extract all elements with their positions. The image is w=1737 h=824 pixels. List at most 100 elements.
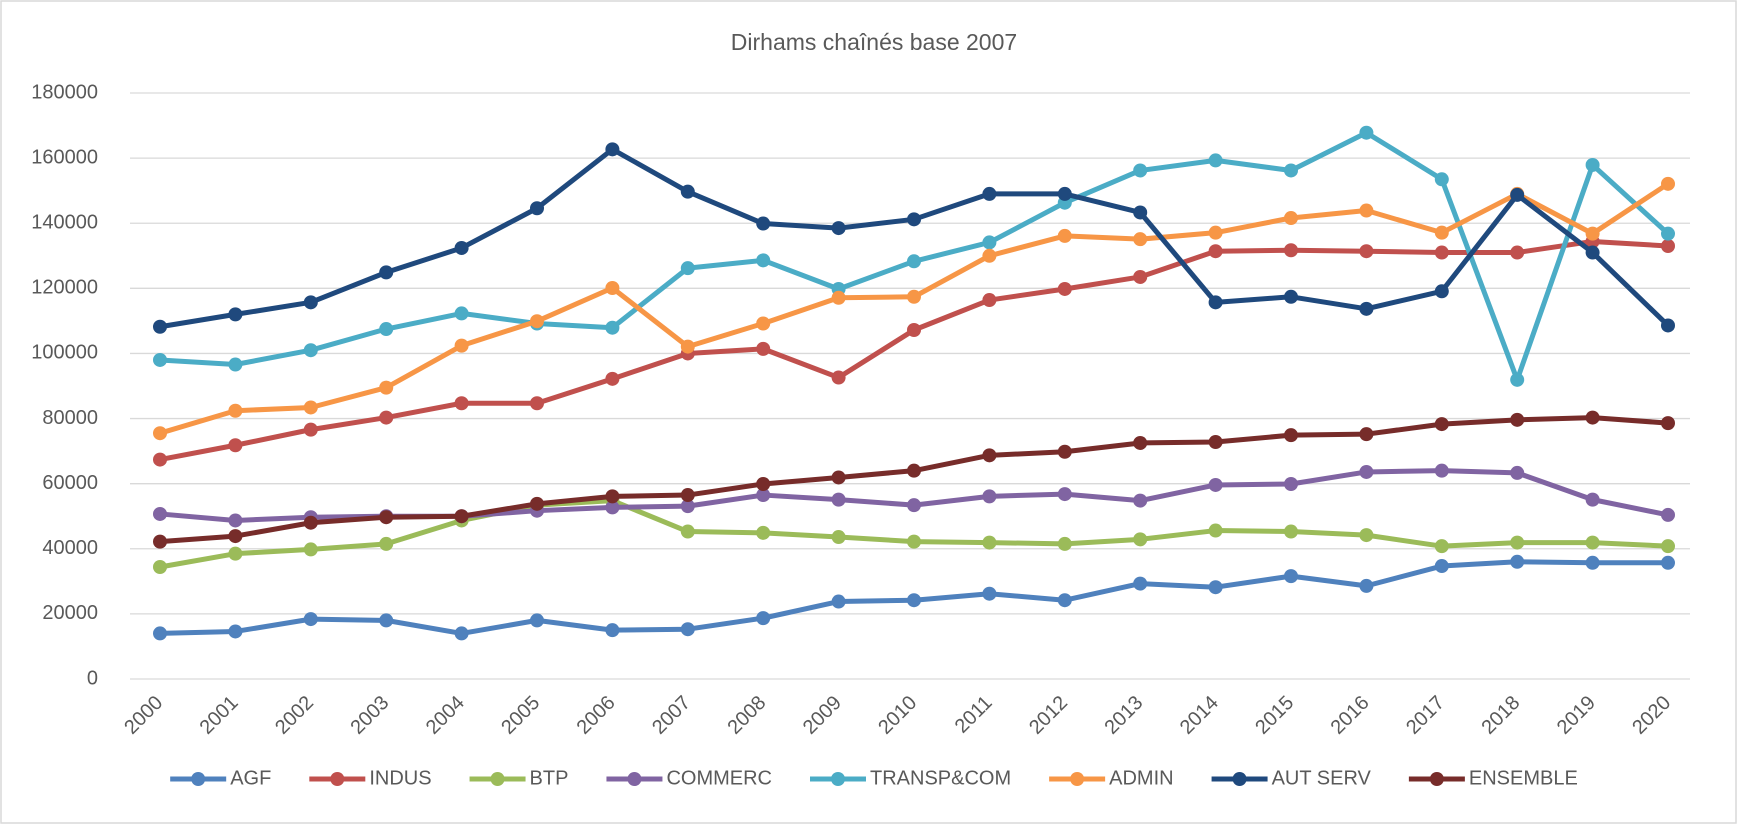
data-point (1284, 289, 1298, 304)
data-point (1585, 492, 1600, 507)
data-point (1510, 245, 1525, 260)
chart-title: Dirhams chaînés base 2007 (731, 29, 1017, 55)
data-point (1133, 232, 1148, 247)
data-point (1057, 186, 1072, 201)
data-point (1359, 203, 1374, 218)
y-tick-label: 20000 (42, 602, 98, 624)
data-point (1284, 524, 1298, 539)
data-point (680, 261, 695, 276)
data-point (680, 524, 695, 539)
legend-item: COMMERC (606, 767, 772, 789)
data-point (153, 626, 167, 641)
data-point (228, 307, 243, 322)
data-point (1661, 226, 1675, 241)
data-point (680, 622, 695, 637)
data-point (1359, 125, 1374, 140)
y-tick-label: 100000 (31, 342, 98, 364)
data-point (907, 254, 921, 269)
data-point (1133, 163, 1148, 178)
data-point (303, 400, 318, 415)
legend-label: TRANSP&COM (870, 767, 1011, 789)
data-point (153, 560, 167, 575)
data-point (1661, 507, 1675, 522)
data-point (530, 201, 544, 216)
data-point (1585, 245, 1600, 260)
data-point (605, 500, 620, 515)
data-point (1510, 554, 1525, 569)
data-point (605, 320, 620, 335)
data-point (1661, 176, 1675, 191)
legend-item: TRANSP&COM (810, 767, 1011, 789)
data-point (907, 289, 921, 304)
data-point (1661, 318, 1675, 333)
data-point (982, 535, 997, 550)
data-point (1208, 225, 1223, 240)
data-point (831, 530, 846, 545)
data-point (1208, 153, 1223, 168)
data-point (1284, 163, 1298, 178)
data-point (1510, 465, 1525, 480)
data-point (303, 612, 318, 627)
data-point (1133, 269, 1148, 284)
y-tick-label: 80000 (42, 407, 98, 429)
legend-label: AGF (230, 767, 271, 789)
data-point (1434, 417, 1449, 432)
legend-item: ENSEMBLE (1408, 767, 1578, 789)
data-point (605, 623, 620, 638)
data-point (1133, 205, 1148, 220)
legend-label: ENSEMBLE (1469, 767, 1578, 789)
data-point (1359, 464, 1374, 479)
legend-item: AUT SERV (1211, 767, 1372, 789)
data-point (379, 410, 394, 425)
data-point (756, 216, 771, 231)
data-point (1585, 410, 1600, 425)
data-point (1057, 536, 1072, 551)
data-point (454, 509, 469, 524)
legend-item: INDUS (309, 767, 432, 789)
data-point (1057, 593, 1072, 608)
legend-marker (627, 772, 642, 786)
data-point (1434, 284, 1449, 299)
data-point (153, 352, 167, 367)
data-point (303, 422, 318, 437)
data-point (907, 534, 921, 549)
legend-label: COMMERC (666, 767, 772, 789)
data-point (379, 536, 394, 551)
legend-item: AGF (170, 767, 271, 789)
data-point (530, 496, 544, 511)
legend-marker (1232, 772, 1247, 786)
data-point (605, 489, 620, 504)
data-point (530, 396, 544, 411)
data-point (153, 452, 167, 467)
legend-item: ADMIN (1049, 767, 1174, 789)
data-point (303, 343, 318, 358)
legend-marker (330, 772, 345, 786)
data-point (831, 221, 846, 236)
data-point (605, 281, 620, 296)
legend-item: BTP (469, 767, 568, 789)
data-point (228, 403, 243, 418)
data-point (1359, 528, 1374, 543)
data-point (756, 341, 771, 356)
legend-label: ADMIN (1109, 767, 1173, 789)
data-point (1661, 416, 1675, 431)
data-point (1359, 578, 1374, 593)
data-point (1661, 239, 1675, 254)
legend-marker (191, 772, 206, 786)
data-point (982, 448, 997, 463)
data-point (1510, 412, 1525, 427)
data-point (605, 142, 620, 157)
data-point (1133, 493, 1148, 508)
data-point (153, 426, 167, 441)
data-point (530, 314, 544, 329)
data-point (756, 488, 771, 503)
data-point (1057, 444, 1072, 459)
data-point (982, 586, 997, 601)
data-point (379, 510, 394, 525)
data-point (982, 235, 997, 250)
data-point (379, 613, 394, 628)
data-point (1585, 555, 1600, 570)
data-point (1208, 580, 1223, 595)
data-point (1661, 555, 1675, 570)
data-point (756, 253, 771, 268)
